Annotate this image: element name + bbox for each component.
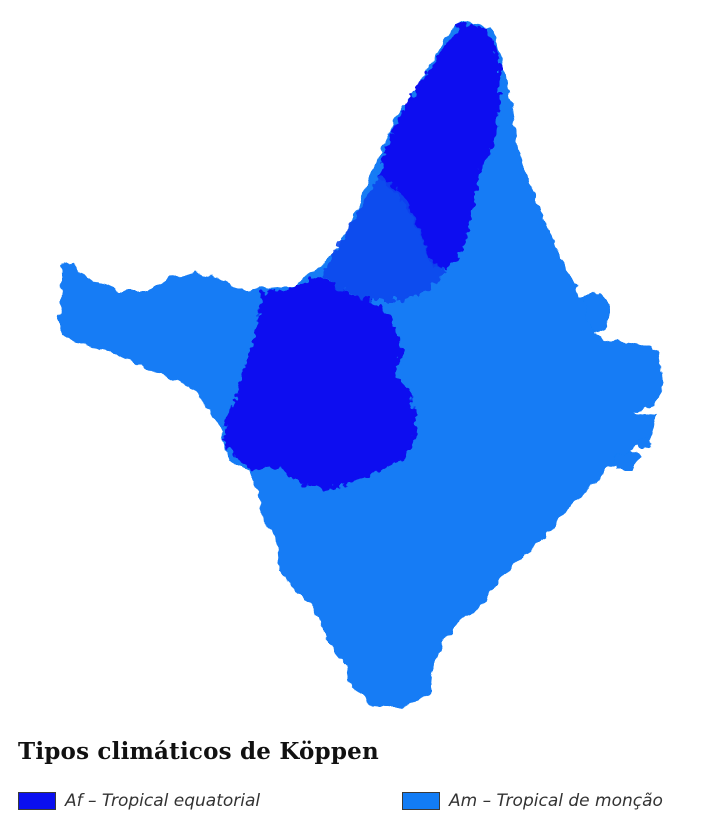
map-svg <box>58 20 664 708</box>
legend-swatch-af <box>18 792 56 810</box>
legend-title: Tipos climáticos de Köppen <box>18 738 379 765</box>
am-island-small <box>636 436 652 448</box>
af-climate-zone-south <box>224 276 418 490</box>
legend-item-af: Af – Tropical equatorial <box>18 790 260 812</box>
legend-item-am: Am – Tropical de monção <box>402 790 663 812</box>
am-island-north <box>584 292 610 332</box>
legend-label-af: Af – Tropical equatorial <box>65 791 261 811</box>
climate-map <box>58 20 664 708</box>
legend-swatch-am <box>402 792 440 810</box>
af-am-transition-zone <box>322 176 446 300</box>
legend-label-am: Am – Tropical de monção <box>449 791 663 811</box>
am-island-east <box>614 450 640 470</box>
